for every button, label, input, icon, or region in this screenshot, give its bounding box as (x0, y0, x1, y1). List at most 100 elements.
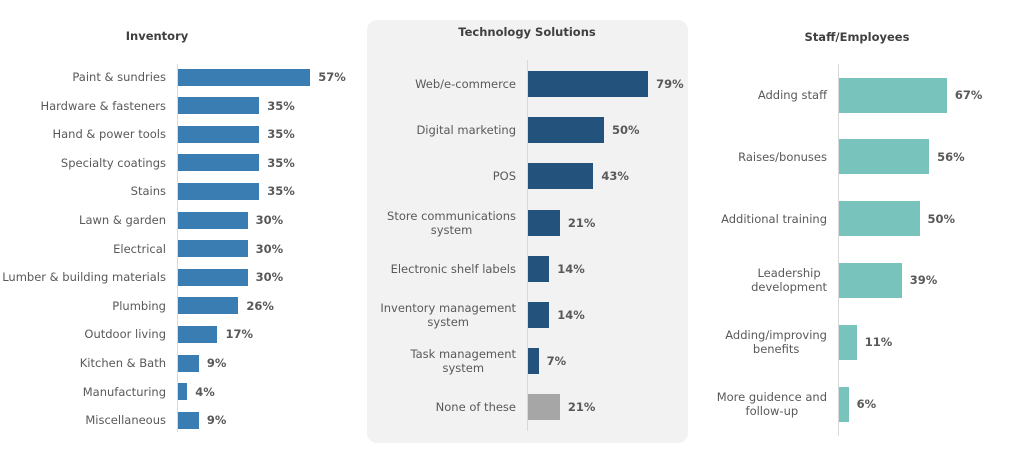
bar-inventory (178, 68, 311, 86)
bar-inventory (178, 125, 260, 143)
category-label-line: benefits (752, 342, 800, 357)
category-label: Adding/improving benefits (607, 328, 827, 356)
bar-technology (528, 394, 560, 421)
data-label: 50% (927, 211, 956, 226)
data-label: 43% (601, 169, 629, 184)
category-label: None of these (296, 400, 516, 414)
bar-staff (839, 77, 947, 113)
category-label-line: Raises/bonuses (738, 149, 827, 164)
category-label-line: follow-up (745, 404, 799, 418)
bar-staff (839, 139, 930, 175)
data-label: 21% (567, 400, 596, 415)
bar-inventory (178, 354, 199, 372)
bar-inventory (178, 411, 199, 429)
bar-inventory (178, 211, 248, 229)
data-label: 35% (267, 155, 295, 170)
bar-inventory (178, 383, 188, 401)
bar-technology (528, 71, 649, 97)
category-label: More guidence and follow-up (607, 390, 827, 418)
category-label: Lumber & building materials (2, 270, 166, 285)
category-label: Stains (130, 184, 166, 199)
bar-inventory (178, 240, 248, 258)
category-label-line: Task management (410, 347, 516, 362)
category-axis (527, 60, 528, 431)
category-label-line: More guidence and (716, 390, 827, 404)
bar-inventory (178, 97, 260, 115)
category-label-block: Adding/improving benefits (725, 328, 827, 356)
data-label: 21% (567, 215, 596, 230)
bar-inventory (178, 268, 248, 286)
data-label: 14% (557, 261, 585, 276)
category-label-block: Leadership development (751, 266, 827, 294)
category-label: Leadership development (607, 266, 827, 294)
bar-technology (528, 117, 604, 144)
data-label: 56% (937, 149, 965, 164)
category-label: Adding staff (607, 88, 827, 102)
category-label: Hand & power tools (52, 127, 166, 142)
data-label: 30% (255, 213, 284, 227)
category-label: Miscellaneous (85, 413, 166, 428)
category-label-line: Digital marketing (416, 123, 516, 138)
bar-technology (528, 255, 550, 282)
category-label-block: Store communications system (387, 209, 516, 237)
category-label: Paint & sundries (72, 70, 166, 84)
data-label: 39% (909, 273, 938, 288)
category-label-block: More guidence and follow-up (717, 390, 827, 418)
category-label: Raises/bonuses (607, 150, 827, 164)
data-label: 17% (225, 327, 253, 342)
category-label-block: Raises/bonuses (738, 150, 827, 164)
data-label: 79% (656, 77, 684, 91)
category-label-block: Adding staff (758, 88, 827, 102)
category-label-line: Web/e-commerce (415, 77, 516, 91)
category-label-line: POS (492, 169, 516, 184)
category-label-line: system (442, 361, 485, 376)
chart-title: Inventory (125, 29, 189, 43)
category-label-block: Inventory management system (380, 301, 516, 329)
data-label: 11% (864, 335, 893, 350)
bar-technology (528, 348, 539, 375)
category-label: Electronic shelf labels (296, 262, 516, 276)
category-label: Specialty coatings (60, 155, 166, 170)
bar-inventory (178, 297, 239, 315)
category-label-line: system (427, 315, 469, 329)
data-label: 4% (195, 384, 215, 399)
category-label-block: Task management system (410, 347, 516, 375)
category-label-line: Adding/improving (725, 328, 827, 343)
category-label: Store communications system (296, 209, 516, 237)
category-label-line: Inventory management (380, 301, 516, 315)
category-label-block: Electronic shelf labels (391, 262, 516, 276)
data-label: 67% (954, 88, 983, 102)
category-axis (177, 64, 178, 432)
bar-staff (839, 324, 857, 360)
bar-inventory (178, 154, 260, 172)
category-label: POS (296, 169, 516, 183)
data-label: 9% (206, 356, 227, 370)
data-label: 30% (255, 270, 284, 285)
bar-staff (839, 262, 902, 298)
data-label: 26% (246, 298, 274, 313)
data-label: 9% (206, 413, 227, 428)
bar-technology (528, 302, 550, 328)
category-label-line: Store communications (387, 208, 516, 223)
category-label-block: Additional training (721, 212, 827, 226)
category-label-line: None of these (435, 400, 516, 415)
category-label: Electrical (113, 241, 166, 256)
category-axis (838, 64, 839, 436)
category-label-line: Electronic shelf labels (390, 261, 516, 276)
bar-staff (839, 201, 920, 237)
category-label: Additional training (607, 212, 827, 226)
category-label-line: Adding staff (757, 88, 827, 102)
data-label: 6% (856, 397, 877, 411)
data-label: 35% (267, 127, 295, 142)
data-label: 14% (557, 308, 585, 322)
category-label: Task management system (296, 347, 516, 375)
category-label-block: None of these (436, 400, 516, 414)
category-label-line: Leadership (757, 266, 821, 281)
data-label: 7% (546, 354, 567, 369)
data-label: 57% (318, 70, 346, 84)
category-label: Kitchen & Bath (79, 356, 166, 370)
data-label: 50% (612, 123, 640, 138)
category-label-line: system (430, 222, 473, 237)
category-label: Plumbing (112, 298, 166, 313)
category-label: Digital marketing (296, 123, 516, 137)
